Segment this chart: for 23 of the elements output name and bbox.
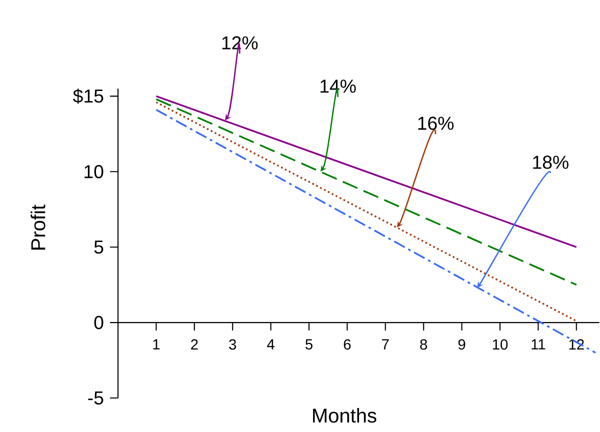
x-tick-label: 11: [532, 339, 546, 350]
x-tick-label: 12: [569, 339, 584, 350]
y-tick-label: 10: [84, 165, 104, 178]
x-tick-label: 8: [420, 339, 428, 350]
x-tick-label: 5: [306, 339, 312, 350]
y-tick-label: 0: [94, 316, 104, 330]
x-tick-label: 2: [191, 339, 198, 350]
x-tick-label: 1: [153, 339, 160, 350]
y-tick-label: 5: [94, 240, 104, 254]
x-tick-label: 4: [267, 339, 274, 350]
x-tick-label: 9: [458, 339, 466, 350]
annotation: 14%: [320, 80, 356, 93]
x-tick-label: 10: [492, 339, 508, 350]
x-tick-label: 6: [344, 339, 351, 350]
y-tick-label: $15: [73, 88, 104, 104]
y-axis-title: Profit: [30, 204, 46, 250]
x-axis-title: Months: [313, 408, 376, 423]
annotation: 12%: [222, 36, 258, 50]
annotation: 18%: [533, 156, 568, 169]
annotation: 16%: [418, 116, 454, 130]
x-tick-label: 7: [382, 339, 389, 350]
x-tick-label: 3: [229, 339, 236, 350]
y-tick-label: -5: [88, 391, 104, 405]
